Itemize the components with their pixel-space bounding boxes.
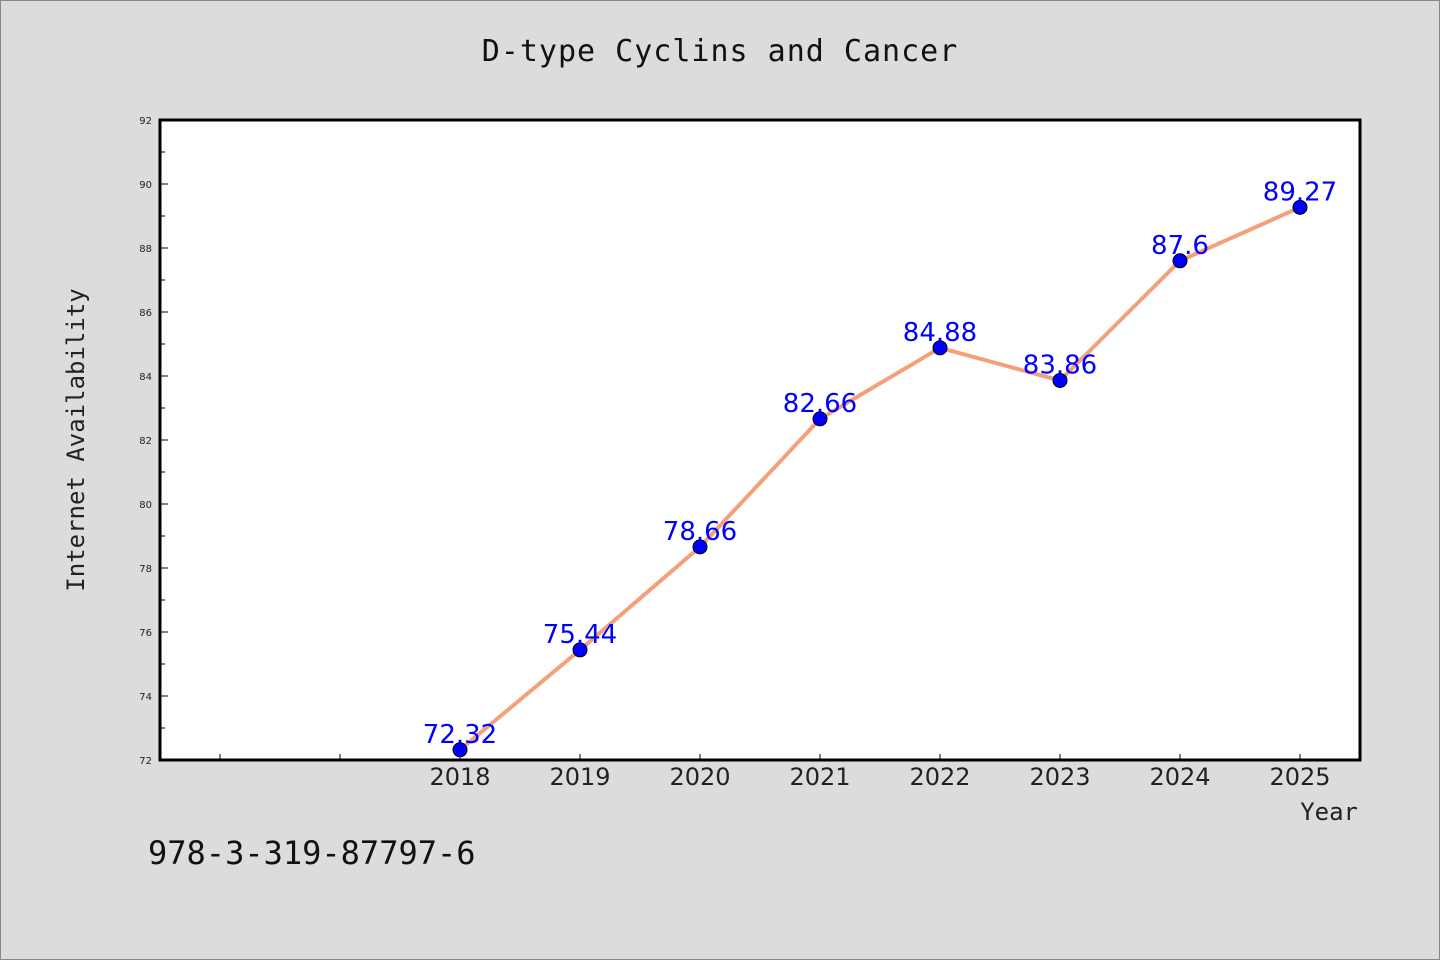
- data-points: [452, 199, 1308, 758]
- y-tick-label: 78: [139, 564, 152, 575]
- y-tick-label: 84: [139, 372, 152, 383]
- y-tick-label: 74: [139, 692, 152, 703]
- data-label: 87.6: [1151, 231, 1209, 261]
- y-tick-label: 76: [139, 628, 152, 639]
- plot-area: [160, 120, 1360, 760]
- x-tick-label: 2020: [669, 763, 730, 791]
- data-point: [692, 539, 708, 555]
- data-label: 78.66: [663, 517, 737, 547]
- data-point: [1052, 372, 1068, 388]
- isbn-label: 978-3-319-87797-6: [148, 834, 476, 872]
- x-tick-label: 2018: [429, 763, 490, 791]
- data-label: 83.86: [1023, 350, 1097, 380]
- y-tick-label: 86: [139, 308, 152, 319]
- x-tick-label: 2021: [789, 763, 850, 791]
- y-tick-label: 92: [139, 116, 152, 127]
- chart-title: D-type Cyclins and Cancer: [481, 34, 959, 69]
- x-tick-label: 2019: [549, 763, 610, 791]
- plot-border: [158, 118, 1362, 762]
- data-point: [932, 340, 948, 356]
- data-label: 89.27: [1263, 177, 1337, 207]
- x-axis-label: Year: [1300, 798, 1358, 826]
- y-axis-label: Internet Availability: [62, 288, 90, 591]
- x-axis: 2018 2019 2020 2021 2022 2023 2024 2025: [219, 754, 1331, 791]
- data-label: 82.66: [783, 389, 857, 419]
- data-point: [1172, 253, 1188, 269]
- data-point: [1292, 199, 1308, 215]
- data-point: [572, 642, 588, 658]
- x-tick-label: 2023: [1029, 763, 1090, 791]
- series-line-group: [458, 205, 1301, 752]
- y-tick-label: 88: [139, 244, 152, 255]
- y-tick-label: 72: [139, 756, 152, 767]
- y-tick-label: 82: [139, 436, 152, 447]
- x-tick-label: 2024: [1149, 763, 1210, 791]
- x-tick-label: 2022: [909, 763, 970, 791]
- y-tick-label: 90: [139, 180, 152, 191]
- data-point: [812, 411, 828, 427]
- data-label: 75.44: [543, 620, 617, 650]
- data-label: 72.32: [423, 720, 497, 750]
- y-tick-label: 80: [139, 500, 152, 511]
- data-labels: 72.32 75.44 78.66 82.66 84.88 83.86 87.6 89.27: [423, 177, 1337, 749]
- data-point: [452, 742, 468, 758]
- x-tick-label: 2025: [1269, 763, 1330, 791]
- series-line: [458, 205, 1301, 752]
- data-label: 84.88: [903, 318, 977, 348]
